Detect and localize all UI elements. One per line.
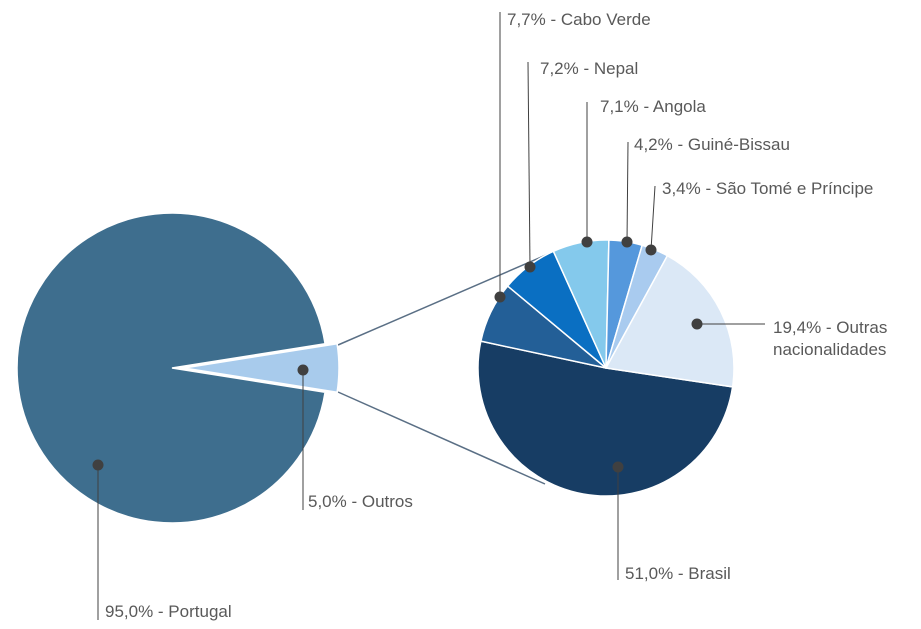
leader-dot	[612, 461, 624, 473]
data-label: 3,4% - São Tomé e Príncipe	[662, 179, 874, 198]
leader-dot	[621, 236, 633, 248]
leader-dot	[524, 261, 536, 273]
leader-line	[650, 185, 656, 251]
leader-dot	[494, 291, 506, 303]
pie-slice	[183, 342, 340, 394]
data-label: 7,1% - Angola	[600, 97, 706, 116]
connector	[337, 251, 554, 346]
leader-dot	[691, 318, 703, 330]
leader-line	[527, 61, 531, 268]
data-label: 5,0% - Outros	[308, 492, 413, 511]
data-label: 7,2% - Nepal	[540, 59, 639, 78]
data-label: 4,2% - Guiné-Bissau	[634, 135, 790, 154]
leader-dot	[92, 459, 104, 471]
leader-dot	[581, 236, 593, 248]
connector	[337, 391, 546, 485]
leader-dot	[645, 244, 657, 256]
data-label: 7,7% - Cabo Verde	[507, 10, 651, 29]
data-label: 51,0% - Brasil	[625, 564, 731, 583]
data-label: 95,0% - Portugal	[105, 602, 232, 621]
data-label: 19,4% - Outras nacionalidades	[773, 318, 888, 359]
leader-line	[626, 141, 629, 243]
pie-slice	[604, 254, 735, 388]
pie-slice	[477, 340, 734, 497]
leader-dot	[297, 364, 309, 376]
pie-slice	[16, 212, 326, 524]
